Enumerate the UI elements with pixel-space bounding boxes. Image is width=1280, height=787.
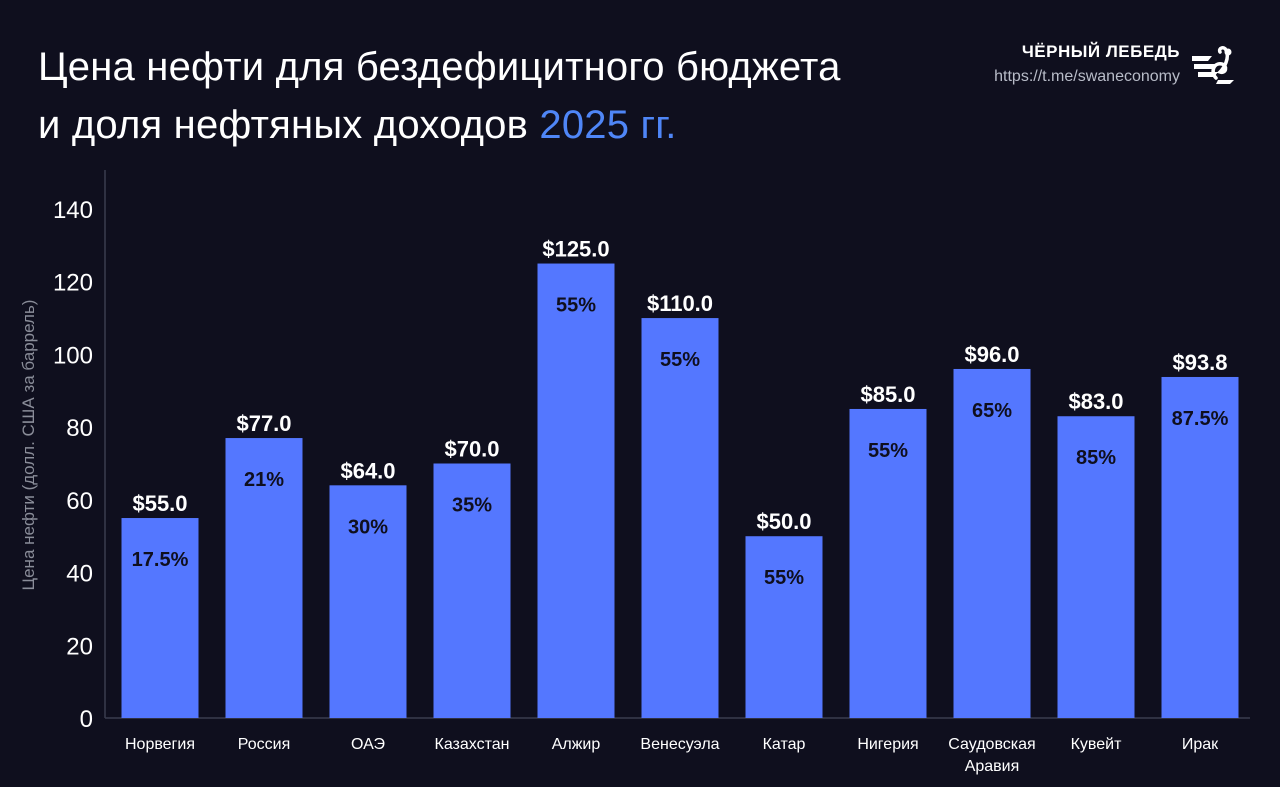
x-tick-label: Казахстан: [435, 736, 510, 753]
title-line-1: Цена нефти для бездефицитного бюджета: [38, 45, 841, 89]
bar-share-label: 30%: [348, 516, 388, 538]
bar: [225, 438, 303, 718]
y-tick-label: 80: [66, 415, 93, 442]
y-tick-label: 140: [53, 197, 93, 224]
y-axis-label: Цена нефти (долл. США за баррель): [19, 300, 38, 591]
bar-value-label: $85.0: [860, 382, 915, 407]
bar: [121, 518, 199, 718]
brand-block: ЧЁРНЫЙ ЛЕБЕДЬ https://t.me/swaneconomy: [994, 42, 1180, 86]
title-line-2: и доля нефтяных доходов: [38, 103, 529, 147]
bar-share-label: 65%: [972, 400, 1012, 422]
bar-value-label: $64.0: [340, 458, 395, 483]
x-tick-label: Ирак: [1182, 736, 1219, 753]
bar: [849, 408, 927, 718]
title-year: 2025 гг.: [539, 103, 677, 147]
x-tick-label: Россия: [238, 736, 290, 753]
bar-share-label: 35%: [452, 495, 492, 517]
y-tick-label: 20: [66, 633, 93, 660]
y-tick-label: 60: [66, 488, 93, 515]
swan-logo-icon: [1192, 46, 1234, 84]
bar-value-label: $55.0: [132, 491, 187, 516]
bar-share-label: 21%: [244, 469, 284, 491]
bar-share-label: 85%: [1076, 447, 1116, 469]
bar: [641, 318, 719, 718]
bar-share-label: 55%: [660, 349, 700, 371]
x-tick-label: Саудовская: [948, 736, 1035, 753]
y-tick-label: 100: [53, 342, 93, 369]
bar: [1161, 376, 1239, 718]
x-tick-label: Венесуэла: [640, 736, 719, 753]
brand-name: ЧЁРНЫЙ ЛЕБЕДЬ: [1021, 42, 1180, 61]
bar: [537, 263, 615, 718]
bar-share-label: 55%: [868, 440, 908, 462]
bar-value-label: $125.0: [542, 237, 609, 262]
page-title: Цена нефти для бездефицитного бюджета и д…: [38, 38, 841, 154]
bar: [433, 463, 511, 718]
bars: $55.0 17.5% Норвегия $77.0 21% Россия $64.0 30%…: [121, 237, 1239, 775]
bar-value-label: $70.0: [444, 437, 499, 462]
bar: [745, 536, 823, 718]
y-tick-label: 40: [66, 561, 93, 588]
bar: [953, 368, 1031, 718]
y-tick-label: 120: [53, 270, 93, 297]
bar-share-label: 87.5%: [1172, 408, 1229, 430]
bar: [329, 485, 407, 718]
y-tick-label: 0: [80, 706, 93, 733]
bar-value-label: $83.0: [1068, 389, 1123, 414]
x-tick-label: Нигерия: [857, 736, 918, 753]
bar: [1057, 416, 1135, 718]
bar-value-label: $110.0: [647, 291, 713, 316]
brand-url[interactable]: https://t.me/swaneconomy: [994, 68, 1180, 85]
bar-share-label: 17.5%: [132, 549, 189, 571]
x-tick-label: Кувейт: [1071, 736, 1122, 753]
x-tick-label: Алжир: [552, 736, 601, 753]
x-tick-label: Аравия: [965, 758, 1020, 775]
bar-share-label: 55%: [556, 295, 596, 317]
x-tick-label: Катар: [763, 736, 806, 753]
x-tick-label: Норвегия: [125, 736, 195, 753]
x-tick-label: ОАЭ: [351, 736, 385, 753]
bar-value-label: $93.8: [1172, 350, 1227, 375]
bar-value-label: $77.0: [236, 411, 291, 436]
bar-value-label: $50.0: [756, 509, 811, 534]
bar-value-label: $96.0: [964, 342, 1019, 367]
bar-share-label: 55%: [764, 567, 804, 589]
